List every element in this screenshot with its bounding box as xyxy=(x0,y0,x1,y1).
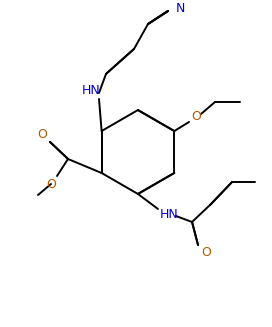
Text: O: O xyxy=(191,111,201,124)
Text: HN: HN xyxy=(160,208,179,220)
Text: O: O xyxy=(201,246,211,259)
Text: O: O xyxy=(37,128,47,141)
Text: HN: HN xyxy=(82,84,100,97)
Text: O: O xyxy=(46,178,56,191)
Text: N: N xyxy=(176,3,186,15)
